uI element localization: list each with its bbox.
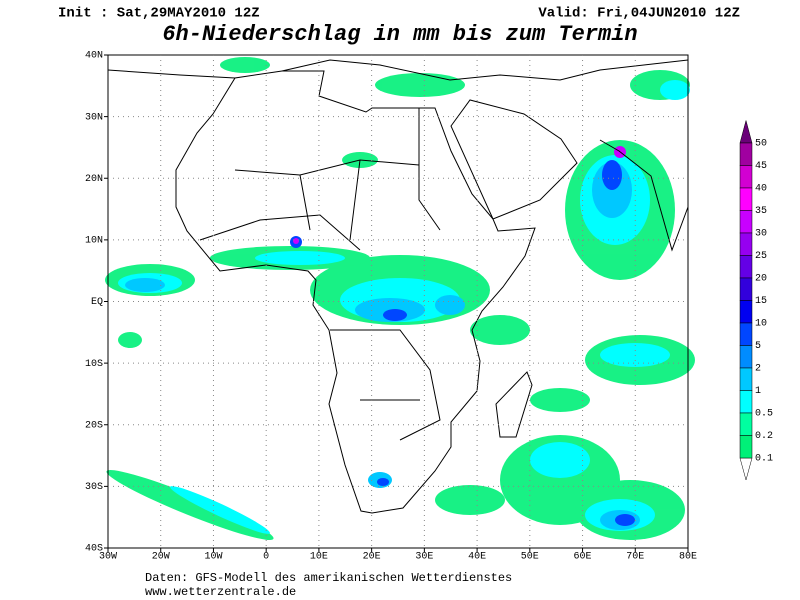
colorbar-box <box>739 142 753 166</box>
colorbar-label: 35 <box>755 206 767 217</box>
source-url: www.wetterzentrale.de <box>145 585 296 599</box>
lon-label: 30W <box>99 552 117 563</box>
colorbar-box <box>739 435 753 459</box>
colorbar-box <box>739 412 753 436</box>
lon-label: 0 <box>263 552 269 563</box>
colorbar-label: 45 <box>755 161 767 172</box>
lon-label: 30E <box>415 552 433 563</box>
colorbar-label: 10 <box>755 319 767 330</box>
colorbar-label: 40 <box>755 184 767 195</box>
lon-label: 10W <box>204 552 222 563</box>
colorbar-label: 0.2 <box>755 431 773 442</box>
lat-label: 40N <box>85 51 103 62</box>
colorbar: 50 45 40 35 30 25 20 15 10 5 2 1 0.5 0.2 0.1 <box>739 119 773 481</box>
colorbar-box <box>739 345 753 369</box>
colorbar-high-end <box>739 119 753 144</box>
lon-label: 40E <box>468 552 486 563</box>
colorbar-label: 50 <box>755 139 767 150</box>
colorbar-box <box>739 210 753 234</box>
lon-label: 20E <box>363 552 381 563</box>
lon-label: 60E <box>574 552 592 563</box>
colorbar-label: 1 <box>755 386 761 397</box>
colorbar-box <box>739 255 753 279</box>
lon-label: 80E <box>679 552 697 563</box>
lon-label: 50E <box>521 552 539 563</box>
map-axes: 30W 20W 10W 0 10E 20E 30E 40E 50E 60E 70E 80E 40N 30N… <box>85 51 697 563</box>
colorbar-label: 25 <box>755 251 767 262</box>
colorbar-box <box>739 277 753 301</box>
colorbar-box <box>739 390 753 414</box>
colorbar-label: 0.5 <box>755 409 773 420</box>
colorbar-label: 0.1 <box>755 454 773 465</box>
lon-label: 10E <box>310 552 328 563</box>
lat-label: 10S <box>85 359 103 370</box>
colorbar-label: 15 <box>755 296 767 307</box>
lat-label: 20N <box>85 174 103 185</box>
colorbar-box <box>739 367 753 391</box>
map-title: 6h-Niederschlag in mm bis zum Termin <box>162 22 637 47</box>
colorbar-label: 30 <box>755 229 767 240</box>
init-time: Init : Sat,29MAY2010 12Z <box>58 6 260 22</box>
lat-label: 20S <box>85 420 103 431</box>
lat-label: 30S <box>85 482 103 493</box>
coastlines <box>107 59 689 514</box>
colorbar-box <box>739 187 753 211</box>
lat-label: EQ <box>91 297 103 308</box>
colorbar-box <box>739 165 753 189</box>
colorbar-label: 2 <box>755 364 761 375</box>
colorbar-box <box>739 322 753 346</box>
precipitation-field <box>105 57 695 540</box>
colorbar-low-end <box>739 457 753 481</box>
lat-label: 40S <box>85 544 103 555</box>
valid-time: Valid: Fri,04JUN2010 12Z <box>538 6 740 22</box>
colorbar-box <box>739 300 753 324</box>
colorbar-label: 20 <box>755 274 767 285</box>
lon-label: 20W <box>152 552 170 563</box>
data-source: Daten: GFS-Modell des amerikanischen Wet… <box>145 571 512 585</box>
colorbar-box <box>739 232 753 256</box>
colorbar-label: 5 <box>755 341 761 352</box>
lat-label: 30N <box>85 112 103 123</box>
graticule <box>108 55 688 548</box>
lon-label: 70E <box>626 552 644 563</box>
lat-label: 10N <box>85 236 103 247</box>
